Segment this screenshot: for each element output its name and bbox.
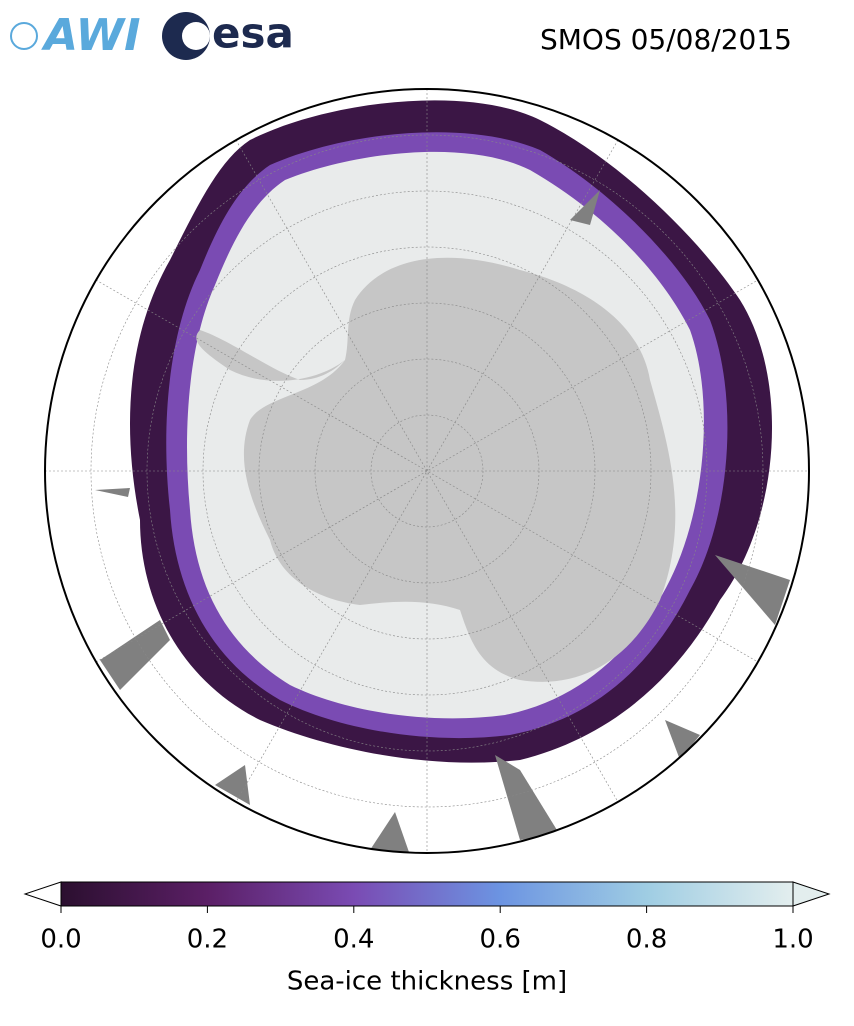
extend-low <box>23 881 62 907</box>
tick-label: 1.0 <box>772 925 813 955</box>
title: SMOS 05/08/2015 <box>540 23 792 56</box>
extend-high <box>792 881 831 907</box>
peninsula <box>196 330 345 381</box>
logo-text: esa <box>212 9 294 58</box>
no-data <box>95 190 790 853</box>
logo-text: AWI <box>41 10 141 61</box>
colorbar <box>23 881 831 907</box>
graticule <box>45 89 809 853</box>
tick-label: 0.8 <box>626 925 667 955</box>
tick-label: 0.4 <box>333 925 374 955</box>
tick-label: 0.2 <box>187 925 228 955</box>
tick-label: 0.6 <box>480 925 521 955</box>
logo-esa: esa <box>162 9 294 60</box>
colorbar-gradient <box>60 881 794 907</box>
continent <box>243 257 676 682</box>
map-frame <box>44 88 810 854</box>
map <box>45 89 809 853</box>
colorbar-label: Sea-ice thickness [m] <box>287 967 567 997</box>
tick-label: 0.0 <box>40 925 81 955</box>
logo-awi: AWI <box>10 10 141 61</box>
